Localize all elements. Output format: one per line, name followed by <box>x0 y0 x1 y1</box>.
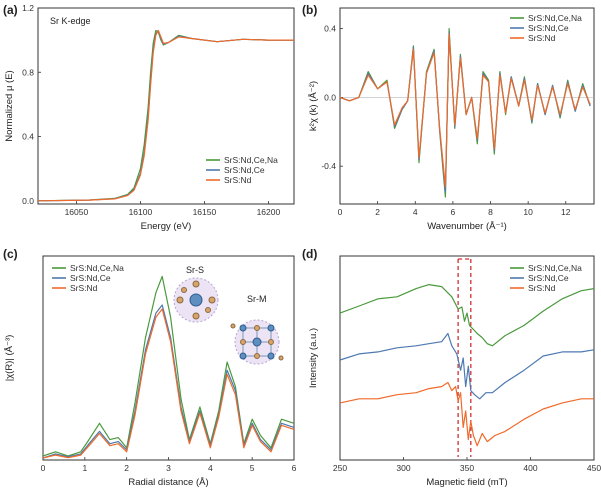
panel-letter-b: (b) <box>302 3 317 17</box>
series-line-srs-nd-ce-na <box>339 28 591 198</box>
x-axis-title: Energy (eV) <box>141 221 192 232</box>
y-tick-label: 1.2 <box>22 3 34 13</box>
x-tick-label: 1 <box>82 463 87 473</box>
plot-frame <box>37 7 295 205</box>
x-axis-title: Wavenumber (Å⁻¹) <box>427 221 507 232</box>
y-tick-label: -0.4 <box>321 161 336 171</box>
metal-atoms <box>239 324 275 360</box>
x-tick-label: 16200 <box>257 207 281 217</box>
x-tick-label: 16100 <box>129 207 153 217</box>
legend-label: SrS:Nd,Ce,Na <box>224 155 278 165</box>
legend-label: SrS:Nd,Ce <box>70 273 111 283</box>
legend-label: SrS:Nd,Ce <box>528 273 569 283</box>
chart-panel-0: 16050 16100 16150 16200 0.0 0.4 0.8 1.2 Energy (… <box>4 3 295 232</box>
x-tick-label: 0 <box>338 207 343 217</box>
panel-letter-c: (c) <box>3 247 18 261</box>
legend-label: SrS:Nd <box>70 283 98 293</box>
y-tick-label: 0.4 <box>22 132 34 142</box>
series-line-srs-nd-ce <box>339 332 595 400</box>
sr-s-structure-inset: Sr-S <box>173 265 219 323</box>
x-tick-label: 250 <box>333 463 347 473</box>
x-tick-label: 5 <box>250 463 255 473</box>
chart-panel-2: 0 1 2 3 4 5 6 Radial distance (Å) |χ(R)| (Å⁻³) Sr… <box>4 255 297 488</box>
x-tick-label: 300 <box>396 463 410 473</box>
panel-letter-d: (d) <box>302 247 317 261</box>
x-tick-label: 4 <box>208 463 213 473</box>
plot-frame <box>339 7 595 205</box>
y-tick-label: 0.4 <box>324 24 336 34</box>
x-tick-label: 350 <box>460 463 474 473</box>
x-tick-label: 12 <box>561 207 571 217</box>
series-line-srs-nd-ce <box>42 304 295 459</box>
x-tick-label: 0 <box>41 463 46 473</box>
sulfur-atoms <box>176 280 216 320</box>
x-tick-label: 6 <box>451 207 456 217</box>
x-tick-label: 8 <box>488 207 493 217</box>
x-axis-title: Magnetic field (mT) <box>426 477 507 488</box>
series-line-srs-nd <box>339 33 591 188</box>
series-line-srs-nd-ce-na <box>37 29 294 202</box>
x-tick-label: 16150 <box>193 207 217 217</box>
sr-m-structure-inset: Sr-M <box>230 294 284 365</box>
x-tick-label: 6 <box>292 463 297 473</box>
x-tick-label: 4 <box>413 207 418 217</box>
legend-label: SrS:Nd <box>528 33 556 43</box>
x-tick-label: 2 <box>375 207 380 217</box>
sr-center-atom <box>189 293 203 307</box>
y-tick-label: 0.0 <box>324 92 336 102</box>
y-axis-title: |χ(R)| (Å⁻³) <box>4 335 15 382</box>
sr-s-label: Sr-S <box>186 265 204 275</box>
y-tick-label: 0.8 <box>22 67 34 77</box>
panel-letter-a: (a) <box>3 3 18 17</box>
x-tick-label: 16050 <box>65 207 89 217</box>
x-tick-label: 400 <box>523 463 537 473</box>
x-tick-label: 3 <box>166 463 171 473</box>
sr-m-label: Sr-M <box>247 294 267 304</box>
chart-panel-1: 0 2 4 6 8 10 12 -0.4 0.0 0.4 Wavenumber (Å⁻¹) k²χ (… <box>308 7 595 232</box>
y-tick-label: 0.0 <box>22 196 34 206</box>
series-line-srs-nd <box>37 29 294 202</box>
legend-label: SrS:Nd,Ce <box>224 165 265 175</box>
x-tick-label: 450 <box>587 463 601 473</box>
legend-label: SrS:Nd <box>224 175 252 185</box>
x-axis-title: Radial distance (Å) <box>128 477 208 488</box>
legend-label: SrS:Nd,Ce,Na <box>528 13 582 23</box>
series-line-srs-nd <box>339 381 594 447</box>
series-line-srs-nd-ce <box>37 29 294 202</box>
y-axis-title: k²χ (k) (Å⁻²) <box>308 81 319 131</box>
x-tick-label: 2 <box>124 463 129 473</box>
x-tick-label: 10 <box>523 207 533 217</box>
series-line-srs-nd-ce-na <box>339 284 595 347</box>
legend-label: SrS:Nd,Ce <box>528 23 569 33</box>
legend-label: SrS:Nd,Ce,Na <box>70 263 124 273</box>
series-line-srs-nd-ce <box>339 31 591 193</box>
series-line-srs-nd-ce-na <box>42 275 295 457</box>
legend-label: SrS:Nd <box>528 283 556 293</box>
y-axis-title: Intensity (a.u.) <box>308 328 319 388</box>
chart-panel-3: 250 300 350 400 450 Magnetic field (mT) Intens… <box>308 255 601 488</box>
legend-label: SrS:Nd,Ce,Na <box>528 263 582 273</box>
series-line-srs-nd <box>42 308 295 459</box>
sr-k-edge-annotation: Sr K-edge <box>50 16 91 26</box>
y-axis-title: Normalized μ (E) <box>4 70 15 141</box>
